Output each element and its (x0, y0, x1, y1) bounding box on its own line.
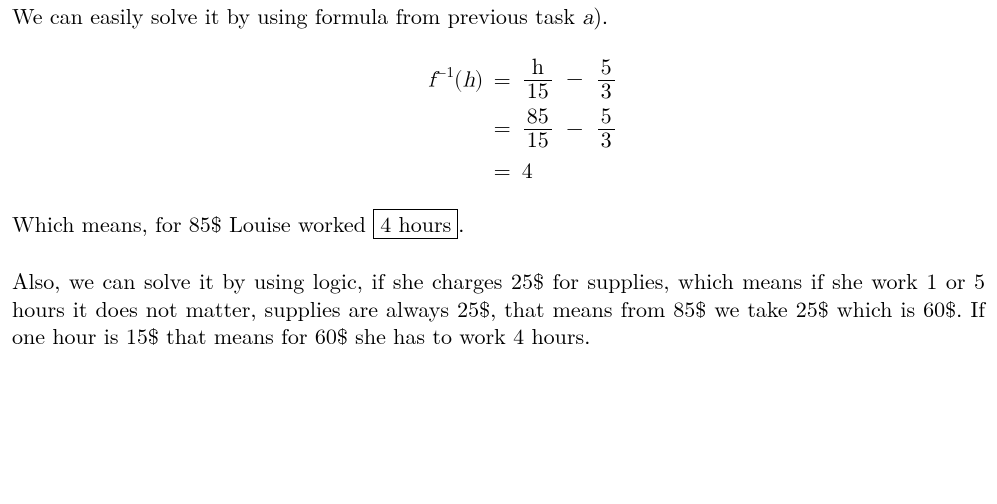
frac4-den: 3 (598, 130, 615, 153)
frac1-num: h (532, 57, 544, 79)
frac1-den: 15 (524, 81, 552, 104)
minus-sign-1: − (566, 66, 583, 94)
equals-sign-1: = (494, 68, 511, 96)
conclusion-after-box: . (458, 208, 464, 239)
fraction-5-over-3-b: 5 3 (598, 106, 615, 153)
frac4-num: 5 (598, 106, 615, 130)
equation-line-3: = 4 (12, 159, 985, 187)
frac2-num: 5 (598, 57, 615, 81)
logic-paragraph: Also, we can solve it by using logic, if… (12, 267, 985, 350)
frac3-den: 15 (524, 130, 552, 153)
equation-lhs-3: = (12, 159, 518, 187)
equation-line-2: = 85 15 − 5 3 (12, 106, 985, 153)
equation-block: f−1(h) = h 15 − 5 3 = 85 (12, 57, 985, 187)
equation-line-1: f−1(h) = h 15 − 5 3 (12, 57, 985, 104)
frac3-num: 85 (524, 106, 552, 130)
equation-arg: h (463, 69, 475, 91)
equation-result: 4 (522, 161, 533, 183)
conclusion-before-box: Which means, for 85$ Louise worked (12, 208, 373, 239)
boxed-answer-text: 4 hours (380, 208, 451, 239)
intro-paragraph: We can easily solve it by using formula … (12, 2, 985, 33)
equation-rhs-3: 4 (518, 159, 985, 187)
equals-sign-3: = (494, 159, 511, 187)
equation-function-symbol: f (428, 69, 435, 91)
equals-sign-2: = (494, 116, 511, 144)
fraction-5-over-3-a: 5 3 (598, 57, 615, 104)
equation-lhs-2: = (12, 115, 518, 143)
equation-rhs-2: 85 15 − 5 3 (518, 106, 985, 153)
equation-rhs-1: h 15 − 5 3 (518, 57, 985, 104)
equation-exponent: −1 (435, 65, 454, 80)
intro-task-a: a (582, 7, 593, 29)
fraction-h-over-15: h 15 (524, 57, 552, 104)
fraction-85-over-15: 85 15 (524, 106, 552, 153)
intro-text-before: We can easily solve it by using formula … (12, 0, 582, 31)
frac2-den: 3 (598, 81, 615, 104)
minus-sign-2: − (566, 116, 583, 144)
equation-lhs: f−1(h) = (12, 65, 518, 95)
conclusion-paragraph: Which means, for 85$ Louise worked 4 hou… (12, 209, 985, 239)
boxed-answer: 4 hours (373, 209, 458, 239)
intro-text-after: ). (593, 0, 608, 31)
